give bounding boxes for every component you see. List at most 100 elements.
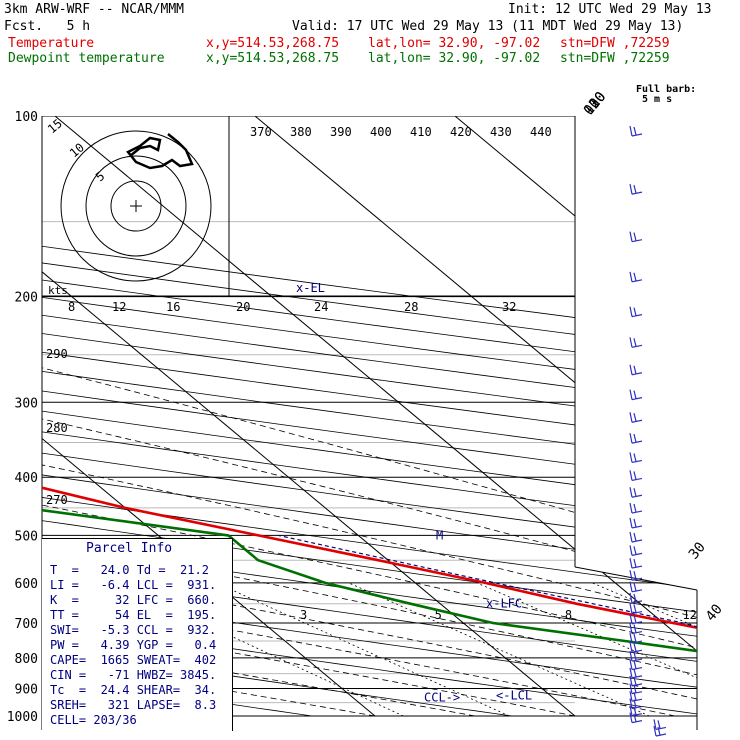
moist-adiabat-line xyxy=(42,296,576,717)
hodograph-ring-label: 5 xyxy=(93,169,108,184)
wind-barb xyxy=(629,570,643,581)
wind-barb xyxy=(629,184,643,195)
hodograph-ring-label: 15 xyxy=(45,116,65,136)
wind-barb xyxy=(629,470,643,482)
wind-barb xyxy=(629,557,643,569)
theta-label: 290 xyxy=(46,347,68,361)
wind-barb xyxy=(629,306,643,318)
pressure-label: 1000 xyxy=(7,710,38,725)
parcel-info-row: K = 32 LFC = 660. xyxy=(50,593,217,607)
wind-barb xyxy=(629,581,643,593)
hodo-speed-label: 16 xyxy=(166,300,180,314)
isotherm-line xyxy=(54,116,697,717)
temperature-legend-stn: stn=DFW ,72259 xyxy=(560,36,670,51)
mixing-ratio-line xyxy=(216,582,510,717)
pressure-label: 800 xyxy=(15,652,38,667)
parcel-info-row: SWI= -5.3 CCL = 932. xyxy=(50,623,217,637)
wind-barb xyxy=(629,691,643,702)
mixing-ratio-label: 12 xyxy=(682,608,696,622)
ccl-annotation: CCL-> xyxy=(424,691,460,705)
temperature-legend-xy: x,y=514.53,268.75 xyxy=(206,36,340,51)
hodograph-trace xyxy=(126,133,194,170)
wind-barb xyxy=(629,517,643,529)
parcel-info-row: CIN = -71 HWBZ= 3845. xyxy=(50,668,217,682)
moist-adiabat-line xyxy=(42,296,697,717)
dewpoint-legend-latlon: lat,lon= 32.90, -97.02 xyxy=(368,51,541,66)
hodograph-ring xyxy=(110,180,162,232)
temperature-legend-label: Temperature xyxy=(8,36,95,51)
mixing-ratio-line xyxy=(592,582,697,717)
lfc-annotation: x-LFC xyxy=(486,597,522,611)
wind-barb xyxy=(629,389,643,401)
barb-legend-line2: 5 m s xyxy=(642,94,672,105)
hodo-speed-label: 24 xyxy=(314,300,328,314)
theta-label: 280 xyxy=(46,421,68,435)
wind-barb xyxy=(629,712,643,724)
wind-barb xyxy=(629,545,643,556)
theta-label: 400 xyxy=(370,125,392,139)
barb-legend-line1: Full barb: xyxy=(636,84,696,95)
wind-barb xyxy=(629,337,643,348)
moist-adiabat-line xyxy=(42,296,697,717)
dry-adiabat-line xyxy=(42,116,697,717)
moist-adiabat-line xyxy=(42,296,697,717)
parcel-info-row: PW = 4.39 YGP = 0.4 xyxy=(50,638,217,652)
m-annotation: M xyxy=(436,528,443,542)
theta-label: 370 xyxy=(250,125,272,139)
wind-barb xyxy=(629,632,643,644)
hodograph-ring xyxy=(60,130,212,282)
wind-barb xyxy=(629,125,643,137)
pressure-label: 500 xyxy=(15,529,38,544)
wind-barb xyxy=(629,231,643,243)
el-annotation: x-EL xyxy=(296,281,325,295)
hodograph-ring-label: 10 xyxy=(67,140,87,160)
mixing-ratio-label: 8 xyxy=(565,608,572,622)
dry-adiabat-line xyxy=(42,116,697,717)
parcel-info-row: SREH= 321 LAPSE= 8.3 xyxy=(50,698,217,712)
model-title: 3km ARW-WRF -- NCAR/MMM xyxy=(4,2,185,17)
hodo-speed-label: 32 xyxy=(502,300,516,314)
dewpoint-legend-label: Dewpoint temperature xyxy=(8,51,165,66)
pressure-label: 700 xyxy=(15,617,38,632)
dry-adiabat-line xyxy=(42,116,697,717)
wind-barb xyxy=(629,487,643,498)
wind-barb xyxy=(653,719,667,730)
parcel-info-row: CELL= 203/36 xyxy=(50,713,137,727)
moist-adiabat-line xyxy=(42,296,476,717)
theta-label: 430 xyxy=(490,125,512,139)
mixing-ratio-label: 3 xyxy=(300,608,307,622)
wind-barb xyxy=(629,452,643,464)
moist-adiabat-line xyxy=(42,296,697,717)
hodograph-ring xyxy=(85,155,187,257)
hodo-kts-label: kts xyxy=(48,284,68,297)
hodo-speed-label: 12 xyxy=(112,300,126,314)
theta-label: 390 xyxy=(330,125,352,139)
theta-label: 380 xyxy=(290,125,312,139)
dewpoint-legend-xy: x,y=514.53,268.75 xyxy=(206,51,340,66)
dry-adiabat-line xyxy=(42,116,697,717)
theta-label: 270 xyxy=(46,493,68,507)
pressure-label: 900 xyxy=(15,683,38,698)
forecast-hour: Fcst. 5 h xyxy=(4,19,91,34)
wind-barb xyxy=(629,613,643,625)
wind-barb xyxy=(629,531,643,543)
wind-barb xyxy=(629,271,643,283)
theta-label: 420 xyxy=(450,125,472,139)
isotherm-label: 30 xyxy=(686,539,709,562)
parcel-info-row: T = 24.0 Td = 21.2 xyxy=(50,563,209,577)
wind-barb xyxy=(629,364,643,376)
dry-adiabat-line xyxy=(42,116,697,717)
pressure-label: 300 xyxy=(15,396,38,411)
wind-barb xyxy=(629,623,643,635)
isotherm-line xyxy=(42,116,376,717)
parcel-info-panel: Parcel Info T = 24.0 Td = 21.2 LI = -6.4 … xyxy=(42,538,233,731)
parcel-info-title: Parcel Info xyxy=(86,541,173,556)
theta-label: 440 xyxy=(530,125,552,139)
wind-barb xyxy=(629,592,643,604)
wind-barb xyxy=(629,502,643,514)
init-time: Init: 12 UTC Wed 29 May 13 xyxy=(508,2,712,17)
hodo-speed-label: 20 xyxy=(236,300,250,314)
wind-barb xyxy=(629,642,643,653)
valid-time: Valid: 17 UTC Wed 29 May 13 (11 MDT Wed … xyxy=(292,19,684,34)
pressure-label: 200 xyxy=(15,291,38,306)
